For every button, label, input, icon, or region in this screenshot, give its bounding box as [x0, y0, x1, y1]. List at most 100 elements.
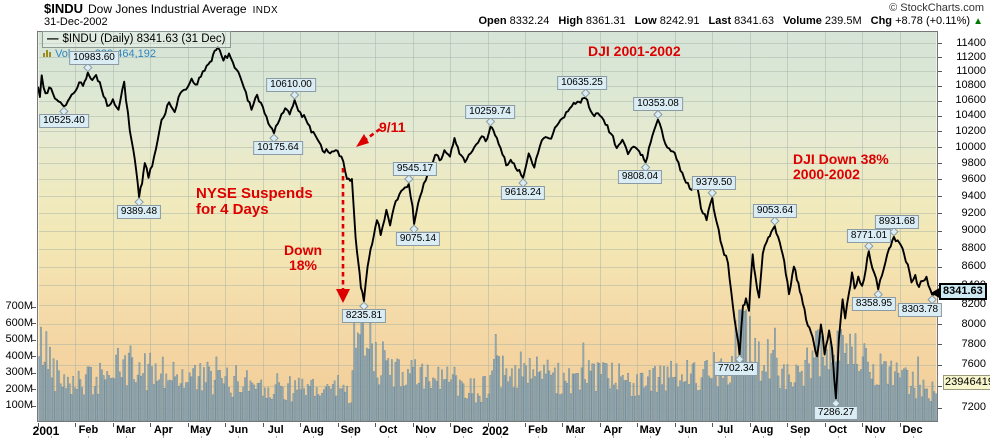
price-axis-label: 9200	[961, 206, 986, 219]
volume-axis-label: 600M	[5, 316, 33, 329]
month-label: Dec	[452, 424, 474, 436]
price-axis-label: 11000	[956, 64, 986, 77]
quote-label: Last	[708, 15, 732, 27]
axis-ticks	[32, 43, 942, 438]
price-annotation: 10983.60	[69, 51, 119, 65]
plot-frame	[37, 31, 938, 422]
price-annotation: 10175.64	[253, 141, 303, 155]
price-annotation: 9618.24	[500, 186, 546, 200]
month-label: May	[639, 424, 662, 436]
price-annotation: 9389.48	[116, 205, 162, 219]
quote-value: 239.5M	[821, 15, 862, 27]
label-pointer-icon	[770, 216, 780, 226]
month-label: Jun	[228, 424, 249, 436]
line-swatch-icon: —	[47, 33, 59, 45]
label-pointer-icon	[889, 227, 899, 237]
price-axis-label: 8000	[961, 317, 986, 330]
price-annotation: 8303.78	[897, 303, 943, 317]
label-pointer-icon	[289, 90, 300, 100]
label-pointer-icon	[653, 109, 663, 120]
month-label: Aug	[302, 424, 324, 436]
month-label: Mar	[116, 424, 136, 436]
price-axis-label: 9400	[961, 189, 986, 202]
month-label: Nov	[415, 424, 436, 436]
price-axis-label: 11400	[956, 36, 986, 49]
price-annotation: 10353.08	[633, 97, 683, 111]
price-annotation: 9075.14	[395, 232, 441, 246]
price-annotation: 8771.01	[846, 229, 892, 243]
month-label: Feb	[78, 424, 99, 436]
price-annotation: 7286.27	[813, 406, 859, 420]
annotation-chart-title: DJI 2001-2002	[588, 43, 681, 59]
volume-axis-label: 500M	[5, 333, 33, 345]
price-legend: — $INDU (Daily) 8341.63 (31 Dec)	[42, 31, 232, 48]
quote-value: 8242.91	[656, 15, 700, 27]
last-volume-badge: 23946419	[943, 375, 990, 391]
price-annotation: 10259.74	[465, 105, 515, 119]
chart-date: 31-Dec-2002	[44, 16, 108, 28]
month-label: Nov	[864, 424, 886, 436]
price-axis-label: 7800	[961, 337, 986, 350]
label-pointer-icon	[707, 188, 717, 198]
symbol: $INDU	[44, 1, 84, 16]
price-annotation: 9545.17	[392, 162, 438, 176]
price-annotation: 8931.68	[874, 215, 920, 229]
quote-label: Volume	[782, 15, 822, 27]
month-label: May	[190, 424, 212, 436]
price-annotation: 10610.00	[266, 78, 316, 92]
change-up-icon: ▲	[973, 16, 983, 27]
price-axis-label: 10400	[955, 109, 986, 122]
price-axis-label: 10200	[955, 124, 986, 137]
quote-summary: Open 8332.24 High 8361.31 Low 8242.91 Last …	[469, 15, 983, 27]
price-annotation: 8358.95	[851, 297, 897, 311]
price-axis-label: 10800	[955, 79, 986, 92]
crash-arrow-head	[336, 289, 350, 303]
volume-axis-label: 400M	[5, 349, 33, 362]
month-label: Apr	[153, 424, 173, 436]
price-axis-label: 8200	[961, 298, 986, 311]
last-price-badge: 8341.63	[939, 283, 987, 300]
month-label: Jul	[267, 424, 284, 436]
volume-axis-label: 700M	[5, 300, 33, 312]
month-label: Sep	[340, 424, 361, 436]
price-axis-label: 8800	[961, 242, 986, 255]
month-label: Feb	[528, 424, 548, 436]
annotation-nyse-suspends: NYSE Suspends for 4 Days	[196, 185, 313, 218]
price-annotation: 9379.50	[691, 176, 737, 190]
month-label: Sep	[790, 424, 811, 436]
quote-label: Open	[478, 15, 507, 27]
price-annotation: 7702.34	[713, 362, 759, 376]
label-pointer-icon	[864, 241, 874, 251]
exchange-tag: INDX	[252, 5, 279, 16]
annotation-dji-down-38: DJI Down 38% 2000-2002	[793, 151, 889, 182]
quote-value: 8341.63	[731, 15, 774, 27]
price-axis-label: 9000	[961, 224, 986, 237]
price-line	[37, 46, 938, 400]
price-annotation: 8235.81	[341, 309, 387, 323]
label-pointer-icon	[580, 88, 591, 98]
volume-bars-icon	[43, 48, 52, 60]
annotation-nine-eleven: 9/11	[379, 119, 406, 135]
price-axis-label: 10600	[955, 94, 986, 107]
month-label: Jun	[678, 424, 698, 436]
month-label: Oct	[378, 424, 398, 436]
price-axis-label: 7600	[961, 358, 986, 371]
price-axis-label: 10000	[955, 140, 986, 153]
month-label: Aug	[752, 424, 774, 436]
price-axis-label: 7200	[961, 401, 986, 414]
quote-label: High	[558, 15, 583, 27]
index-name: Dow Jones Industrial Average	[88, 2, 247, 16]
copyright: © StockCharts.com	[889, 2, 984, 14]
quote-label: Chg	[870, 15, 893, 27]
annotation-down-18: Down 18%	[283, 242, 323, 273]
plot-background	[38, 31, 937, 422]
price-annotation: 10635.25	[557, 76, 607, 90]
quote-value: +8.78 (+0.11%)	[892, 15, 971, 27]
quote-value: 8332.24	[506, 15, 550, 27]
label-pointer-icon	[404, 174, 414, 184]
price-axis-label: 11200	[956, 50, 986, 63]
month-label: Jul	[717, 424, 734, 436]
month-label: Oct	[828, 424, 847, 436]
